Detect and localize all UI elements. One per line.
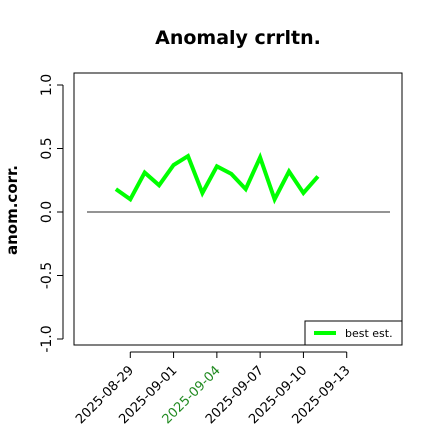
- y-tick-label: 1.0: [39, 74, 55, 96]
- y-tick-label: 0.5: [39, 137, 55, 159]
- y-axis-label: anom.corr.: [3, 165, 21, 255]
- series-line-best-est: [114, 152, 320, 205]
- x-axis: 2025-08-292025-09-012025-09-042025-09-07…: [73, 351, 354, 427]
- y-tick-label: -0.5: [39, 262, 55, 289]
- y-tick-label: -1.0: [39, 325, 55, 352]
- legend-label-best-est: best est.: [345, 327, 393, 340]
- plot-area-frame: [73, 72, 403, 346]
- legend: best est.: [304, 320, 403, 346]
- series-layer: [114, 152, 320, 205]
- y-tick-label: 0.0: [39, 201, 55, 223]
- chart-title: Anomaly crrltn.: [155, 27, 321, 49]
- y-axis: -1.0 -0.5 0.0 0.5 1.0: [39, 74, 64, 353]
